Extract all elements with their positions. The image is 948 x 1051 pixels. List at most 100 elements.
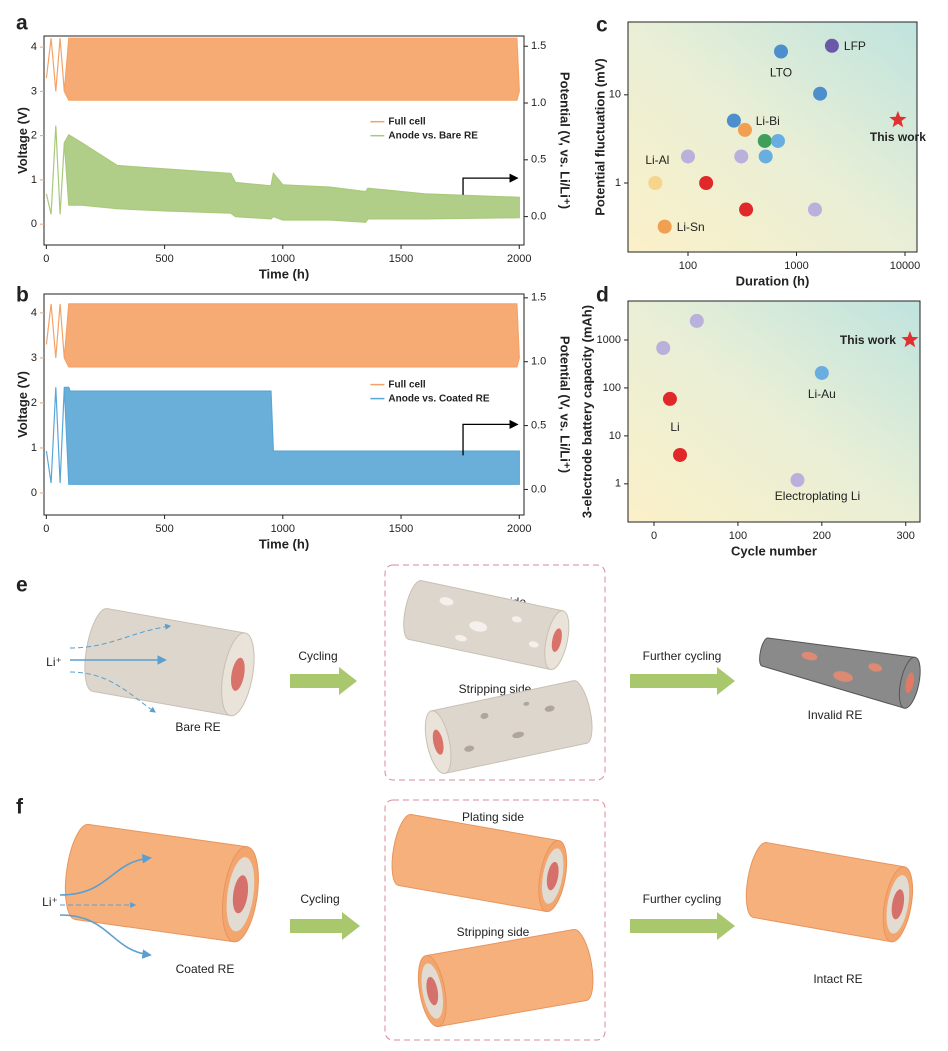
dashed-box [384, 564, 606, 781]
point-label: Li-Au [808, 387, 836, 401]
legend-label: Anode vs. Coated RE [388, 393, 489, 404]
surface-spot [464, 745, 475, 752]
electrode-edge [408, 638, 551, 670]
x-tick-label: 10000 [890, 260, 921, 272]
point-label: Li-Bi [756, 114, 780, 128]
x-tick-label: 2000 [507, 253, 531, 265]
x-axis-title: Time (h) [259, 266, 309, 281]
x-tick-label: 0 [651, 530, 657, 542]
surface-spot [868, 663, 883, 672]
point-label: Electroplating Li [775, 489, 860, 503]
chart: c LFP LTO This work Li-Bi Li-Al Li-Sn 100 1000 10… [592, 14, 926, 289]
electrode-body [762, 638, 916, 709]
y-axis-title: Potential fluctuation (mV) [592, 58, 607, 215]
panel-label: b [16, 284, 29, 307]
electrode-edge [88, 823, 248, 848]
y-tick-label: 0 [31, 218, 37, 230]
electrode-edge [425, 929, 574, 957]
electrode [745, 842, 914, 943]
point-label: Li [670, 420, 679, 434]
x-tick-label: 200 [813, 530, 831, 542]
chart: b 0 500 1000 1500 2000 0 1 2 3 4 0.0 0.5 1.0 1.5 Time (… [15, 284, 573, 552]
plot-frame [43, 293, 525, 516]
electrode-body [753, 842, 905, 942]
electrode [84, 608, 255, 717]
dashed-box [384, 799, 606, 1041]
electrode [759, 637, 921, 709]
y-tick-label: 1 [31, 174, 37, 186]
electrode-edge [107, 608, 246, 634]
ion-label: Li⁺ [42, 895, 58, 909]
x-tick-label: 100 [679, 260, 697, 272]
electrode-body [398, 814, 559, 912]
surface-spot [544, 705, 555, 712]
electrode-body [426, 929, 587, 1027]
point [699, 176, 714, 191]
electrode-edge [761, 665, 905, 709]
y-axis-title: Voltage (V) [15, 107, 30, 174]
y-tick-label: 1000 [597, 334, 621, 346]
y2-tick-label: 0.0 [531, 211, 546, 223]
surface-spot [512, 731, 525, 739]
electrode [424, 680, 593, 775]
start-label: Bare RE [175, 720, 220, 734]
y2-tick-label: 0.5 [531, 419, 546, 431]
point [726, 113, 741, 128]
legend-label: Full cell [388, 116, 425, 127]
y-tick-label: 1 [615, 478, 621, 490]
point [824, 38, 839, 53]
x-tick-label: 1000 [271, 523, 295, 535]
y-tick-label: 4 [31, 41, 37, 53]
y2-axis-title: Potential (V, vs. Li/Li⁺) [558, 336, 573, 473]
ion-flow [69, 623, 172, 649]
chart: a 0 500 1000 1500 2000 0 1 2 3 4 0.0 0.5 1.0 1.5 Time (… [15, 12, 573, 282]
y-tick-label: 10 [609, 89, 621, 101]
point [739, 202, 754, 217]
electrode-edge [75, 919, 234, 943]
ion-flow [59, 853, 152, 896]
plot-frame [627, 21, 918, 253]
electrode-edge [431, 680, 574, 712]
point-star [901, 331, 919, 348]
end-label: Intact RE [813, 972, 862, 986]
chart: d Li This work Li-Au Electroplating Li 0 100 20… [579, 284, 921, 558]
start-label: Coated RE [176, 962, 235, 976]
legend-label: Full cell [388, 379, 425, 390]
x-axis-title: Duration (h) [736, 273, 810, 288]
x-tick-label: 100 [729, 530, 747, 542]
electrode-edge [411, 814, 560, 842]
point [689, 313, 704, 328]
y2-tick-label: 1.0 [531, 356, 546, 368]
electrode-core [905, 672, 915, 693]
step-label: Further cycling [643, 892, 722, 906]
point-label: Li-Sn [677, 220, 705, 234]
x-tick-label: 1000 [271, 253, 295, 265]
step-label: Cycling [300, 892, 339, 906]
point [814, 365, 829, 380]
electrode-edge [767, 637, 916, 658]
y-tick-label: 4 [31, 307, 37, 319]
surface-spot [833, 671, 853, 682]
annotation-arrow [462, 419, 519, 456]
surface-spot [528, 641, 539, 648]
x-tick-label: 500 [155, 253, 173, 265]
panel-label: f [16, 796, 24, 819]
surface-spot [523, 701, 530, 706]
x-tick-label: 2000 [507, 523, 531, 535]
y-tick-label: 1 [31, 442, 37, 454]
x-tick-label: 1500 [389, 253, 413, 265]
plot-background [628, 301, 920, 522]
panel-label: d [596, 284, 609, 307]
surface-spot [801, 651, 818, 661]
point [673, 447, 688, 462]
electrode-edge [438, 999, 587, 1027]
ion-label: Li⁺ [46, 655, 62, 669]
plating-label: Plating side [462, 810, 524, 824]
y-tick-label: 0 [31, 487, 37, 499]
y-tick-label: 2 [31, 130, 37, 142]
point-star [889, 110, 907, 128]
point [807, 202, 822, 217]
series-band [45, 125, 520, 223]
step-label: Further cycling [643, 649, 722, 663]
